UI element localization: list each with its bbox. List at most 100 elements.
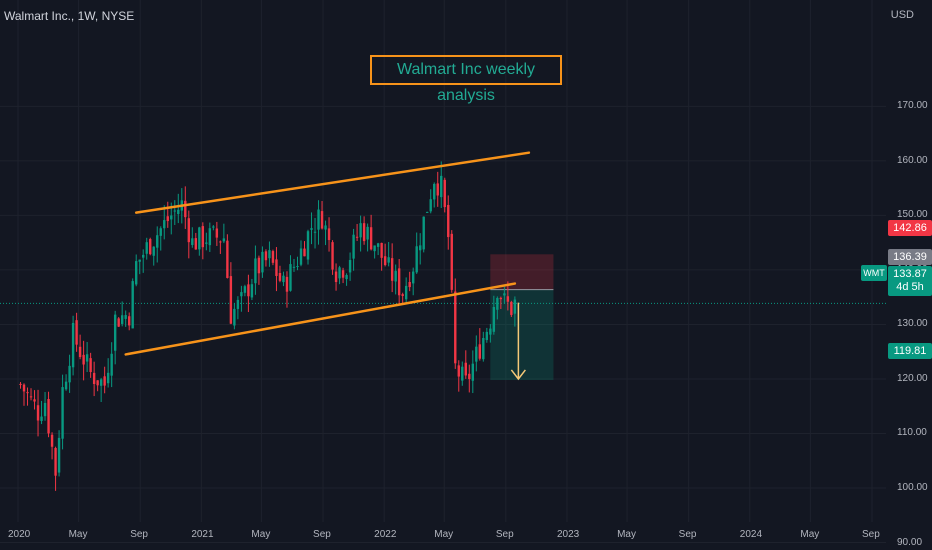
candle-body [19,383,22,385]
candle-body [22,384,26,392]
candle-body [106,372,110,384]
candle-body [54,447,57,476]
candle-body [120,315,124,324]
time-tick-label: 2022 [374,529,397,540]
candle-body [369,227,373,250]
candle-body [215,228,219,238]
candle-body [415,246,418,273]
annotation-text-box[interactable]: Walmart Inc weekly analysis [370,55,562,104]
stop-loss-zone [490,254,554,290]
candle-body [408,281,411,288]
short-position-tool[interactable] [490,254,554,381]
candle-body [78,346,82,358]
candle-body [383,256,387,266]
candle-body [96,380,99,386]
trendline-channel-bottom [124,282,517,356]
arrow-head [510,369,526,381]
candle-body [303,248,306,257]
candle-body [219,241,222,243]
candle-body [268,250,271,259]
candle-body [352,234,355,259]
candle-body [366,226,369,240]
price-tick-label: 110.00 [897,427,927,439]
candle-body [478,344,482,359]
candle-body [468,373,471,380]
candle-body [82,354,85,365]
candle-body [275,259,278,276]
candle-body [47,399,50,434]
candle-body [43,402,47,417]
candle-body [443,179,446,208]
candle-body [124,315,127,319]
trendlines[interactable] [124,151,531,356]
candle-body [50,434,54,447]
candle-body [475,346,478,362]
candle-body [327,228,331,241]
candle-body [166,216,169,222]
stop-price-tag: 142.86 [888,220,932,236]
candle-body [461,366,464,381]
candle-body [359,223,362,238]
candle-body [177,209,180,214]
candle-body [506,296,510,302]
candle-body [156,235,159,248]
candle-body [433,183,436,200]
candle-body [229,276,233,324]
candle-body [317,209,320,230]
candle-body [436,183,439,196]
candle-body [503,293,506,296]
symbol-title[interactable]: Walmart Inc., 1W, NYSE [4,9,135,23]
price-tick-label: 130.00 [897,318,928,330]
candle-body [68,365,71,383]
candle-body [440,175,443,198]
candle-body [113,314,117,351]
time-tick-label: May [617,529,636,540]
candle-body [194,238,198,250]
candle-body [61,387,64,439]
candle-body [201,226,205,248]
time-tick-label: May [434,529,454,540]
last-price-tag: 133.87 4d 5h [888,266,932,296]
candle-body [138,259,141,262]
candle-body [29,396,33,398]
time-tick-label: 2020 [8,529,31,540]
candle-body [450,233,453,290]
candle-body [264,251,268,261]
candle-body [152,246,155,256]
candle-body [205,242,208,244]
candle-body [145,242,148,254]
target-price-tag: 119.81 [888,343,932,359]
time-tick-label: Sep [495,529,514,540]
candle-body [513,299,517,314]
candle-body [36,405,40,421]
time-tick-label: Sep [862,529,880,540]
candle-body [247,284,250,297]
down-arrow-annotation[interactable] [510,302,526,381]
candlestick-series [19,161,517,491]
candle-body [492,306,496,332]
candle-body [471,363,474,381]
candle-body [426,211,429,213]
candle-body [110,353,113,376]
candle-body [447,204,450,238]
candle-body [85,354,89,362]
candle-body [411,271,415,284]
candle-body [299,248,303,265]
price-tick-label: 170.00 [897,100,928,112]
candle-body [306,231,310,260]
candle-body [131,281,134,329]
candle-body [320,211,324,229]
ticker-label: WMT [861,265,887,281]
price-tick-label: 150.00 [897,209,928,221]
candle-body [92,372,96,385]
currency-label: USD [890,9,914,21]
candle-body [341,270,345,278]
candle-body [26,392,29,394]
candle-body [163,220,166,229]
candle-body [419,245,422,251]
candle-body [496,297,499,310]
time-axis[interactable]: 2020 May Sep 2021 May Sep 2022 May Sep 2023 May Sep… [0,522,886,550]
time-tick-label: May [251,529,271,540]
candle-body [376,243,380,247]
